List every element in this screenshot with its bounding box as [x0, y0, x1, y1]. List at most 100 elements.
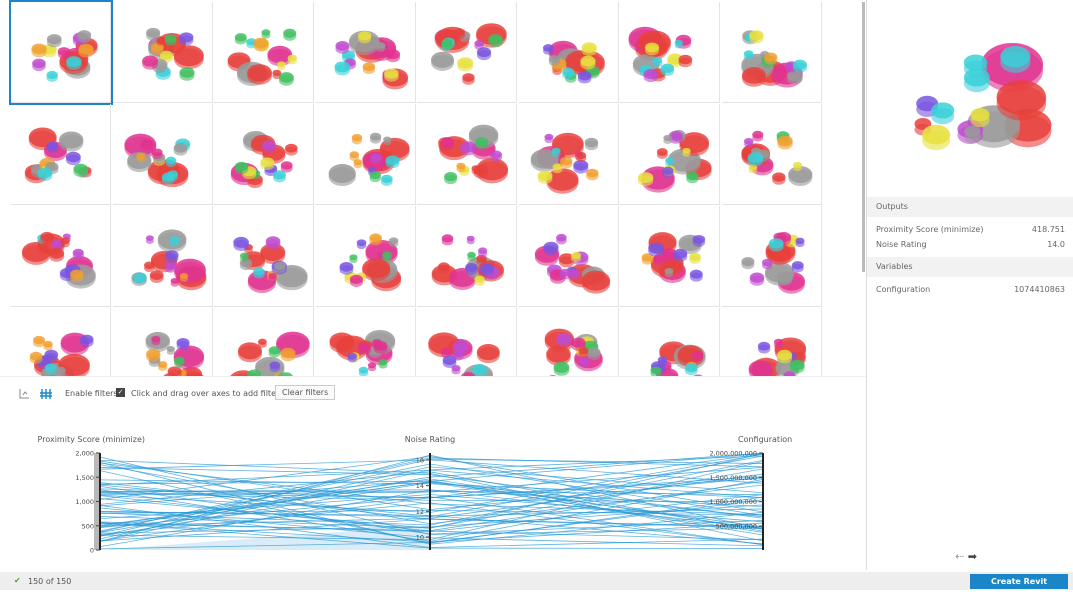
- gear: [382, 252, 392, 259]
- gear: [273, 170, 286, 179]
- gear: [761, 259, 772, 266]
- axis-title: Configuration: [738, 435, 792, 444]
- gear: [555, 234, 566, 242]
- thumbnail[interactable]: [417, 2, 517, 103]
- gear: [1000, 46, 1030, 67]
- thumbnail[interactable]: [113, 2, 213, 103]
- thumbnail[interactable]: [11, 2, 111, 103]
- thumbnail[interactable]: [316, 104, 416, 205]
- gear: [673, 249, 687, 259]
- gear: [578, 347, 588, 354]
- gear: [174, 259, 206, 281]
- gear: [353, 159, 362, 165]
- thumbnail-image: [214, 2, 314, 103]
- detail-label: Noise Rating: [876, 237, 927, 252]
- gear: [279, 72, 294, 83]
- gear: [31, 44, 46, 55]
- thumbnail[interactable]: [620, 206, 720, 307]
- thumbnail[interactable]: [722, 206, 822, 307]
- tick-label: 10: [416, 534, 424, 542]
- thumbnail-image: [316, 2, 416, 103]
- thumbnail-image: [519, 206, 619, 307]
- scrollbar[interactable]: [862, 2, 865, 272]
- thumbnail[interactable]: [722, 2, 822, 103]
- thumbnail[interactable]: [620, 308, 720, 376]
- thumbnail[interactable]: [214, 206, 314, 307]
- thumbnail-image: [519, 2, 619, 103]
- thumbnail[interactable]: [316, 206, 416, 307]
- gear: [261, 29, 270, 35]
- tick-label: 1,500,000,000: [709, 474, 757, 482]
- thumbnail-image: [620, 104, 720, 205]
- thumbnail-image: [11, 2, 111, 103]
- variables-header: Variables: [867, 257, 1073, 277]
- gear: [253, 38, 268, 49]
- thumbnail[interactable]: [316, 308, 416, 376]
- gear: [369, 233, 382, 242]
- preview-image: [867, 0, 1073, 195]
- gear: [142, 55, 158, 66]
- create-button[interactable]: Create Revit Elements: [970, 574, 1068, 589]
- thumbnail[interactable]: [214, 2, 314, 103]
- thumbnail[interactable]: [113, 206, 213, 307]
- thumbnail[interactable]: [417, 104, 517, 205]
- thumbnail[interactable]: [519, 206, 619, 307]
- nav-arrows[interactable]: ⇠ ➡: [955, 550, 977, 563]
- gear: [179, 32, 193, 42]
- gear: [288, 55, 298, 62]
- thumbnail[interactable]: [316, 2, 416, 103]
- gear: [262, 140, 276, 150]
- gear: [570, 252, 580, 259]
- thumbnail[interactable]: [417, 206, 517, 307]
- gear: [384, 69, 399, 79]
- thumbnail[interactable]: [113, 308, 213, 376]
- gear: [652, 57, 662, 64]
- gear: [334, 61, 350, 72]
- gear: [548, 55, 559, 63]
- clear-filters-button[interactable]: Clear filters: [275, 385, 335, 400]
- gear: [179, 273, 187, 279]
- gear: [665, 268, 674, 274]
- gear: [335, 41, 349, 51]
- thumbnail[interactable]: [11, 308, 111, 376]
- thumbnail[interactable]: [214, 308, 314, 376]
- thumbnail[interactable]: [113, 104, 213, 205]
- thumbnail[interactable]: [11, 104, 111, 205]
- gear: [679, 55, 693, 65]
- thumbnail[interactable]: [722, 104, 822, 205]
- thumbnail[interactable]: [620, 104, 720, 205]
- gear: [931, 102, 954, 118]
- gear: [749, 30, 763, 40]
- thumbnail[interactable]: [722, 308, 822, 376]
- tick-label: 500: [82, 522, 94, 530]
- thumbnail[interactable]: [519, 104, 619, 205]
- thumbnail-image: [722, 206, 822, 307]
- gear: [369, 171, 380, 179]
- enable-filters-checkbox[interactable]: ✓: [116, 388, 125, 397]
- gear: [77, 30, 91, 40]
- gear: [66, 152, 81, 162]
- gear: [285, 144, 298, 153]
- gear: [581, 271, 610, 291]
- thumbnail[interactable]: [417, 308, 517, 376]
- gear: [475, 137, 488, 146]
- gear: [151, 336, 160, 342]
- gear: [693, 235, 706, 244]
- gear: [380, 175, 392, 183]
- gear: [645, 42, 659, 52]
- gear: [773, 339, 782, 345]
- thumbnail[interactable]: [11, 206, 111, 307]
- thumbnail[interactable]: [519, 308, 619, 376]
- thumbnail-image: [519, 308, 619, 376]
- gear: [462, 73, 474, 82]
- thumbnail[interactable]: [620, 2, 720, 103]
- gear: [474, 275, 485, 282]
- gear: [657, 148, 668, 156]
- thumbnail-image: [316, 206, 416, 307]
- thumbnail[interactable]: [214, 104, 314, 205]
- gear: [45, 364, 57, 372]
- detail-value: 14.0: [1047, 237, 1065, 252]
- thumbnail[interactable]: [519, 2, 619, 103]
- gear: [70, 270, 83, 279]
- status-count: 150 of 150: [28, 577, 71, 586]
